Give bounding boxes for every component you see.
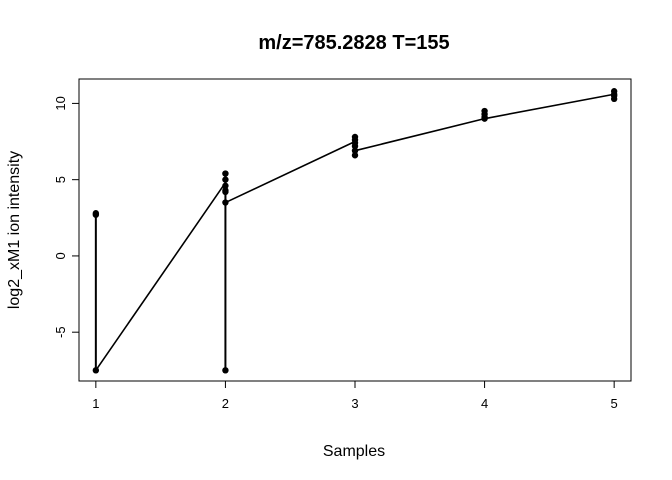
x-axis-label: Samples [323,443,385,460]
data-point [351,147,359,154]
chart-title: m/z=785.2828 T=155 [258,32,449,54]
y-tick-label: 10 [53,96,68,110]
data-point [222,182,229,189]
y-tick-label: -5 [53,326,68,338]
y-axis: -5 0 5 10 [53,96,80,338]
data-point [222,367,229,374]
x-tick-label: 5 [611,396,618,411]
x-tick-label: 2 [222,396,229,411]
data-point [222,199,229,206]
data-point [222,170,229,177]
data-point [351,142,359,150]
x-tick-label: 1 [92,396,99,411]
data-point [222,176,229,183]
data-point [351,152,359,159]
series-layer [92,88,618,374]
y-tick-label: 5 [53,176,68,183]
x-tick-label: 4 [481,396,488,411]
data-point [92,367,100,374]
data-point [92,211,100,218]
data-point [481,115,488,122]
y-tick-label: 0 [53,252,68,259]
data-point [610,95,618,103]
x-tick-label: 3 [351,396,358,411]
y-axis-label: log2_xM1 ion intensity [6,151,23,309]
plot-frame [78,78,632,382]
data-point [222,188,229,196]
x-axis: 1 2 3 4 5 [92,380,618,411]
